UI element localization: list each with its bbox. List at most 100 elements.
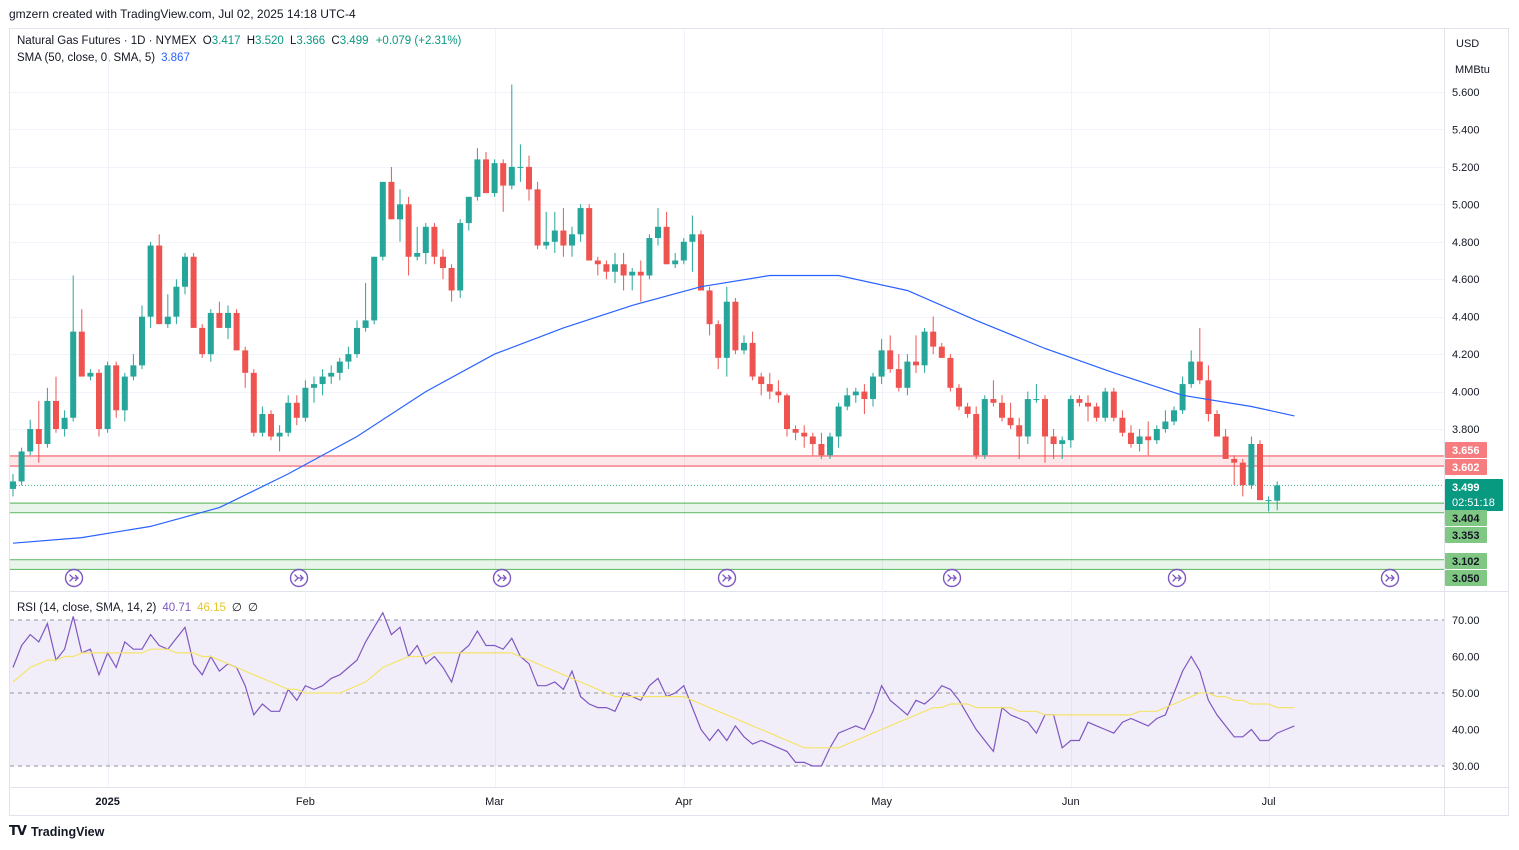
candle[interactable] [749,331,756,381]
candle[interactable] [1162,410,1169,433]
candle[interactable] [164,294,171,328]
candle[interactable] [551,211,558,254]
candle[interactable] [1110,387,1117,422]
session-markers[interactable] [64,568,1400,588]
candle[interactable] [448,264,455,302]
candle[interactable] [1222,429,1229,459]
candle[interactable] [1205,365,1212,422]
candle[interactable] [586,204,593,261]
candle[interactable] [1119,410,1126,437]
candle[interactable] [689,215,696,272]
candle[interactable] [397,189,403,242]
candle[interactable] [1274,481,1281,511]
candle[interactable] [388,166,395,220]
candle[interactable] [560,208,567,257]
candle[interactable] [216,301,223,328]
candle[interactable] [1188,350,1195,388]
candle[interactable] [913,335,919,373]
candle[interactable] [199,324,206,358]
candle[interactable] [130,354,137,381]
candle[interactable] [276,425,283,452]
candle[interactable] [603,260,610,280]
candle[interactable] [1231,455,1238,486]
candle[interactable] [930,316,937,355]
candle[interactable] [766,372,773,400]
candle[interactable] [18,447,25,486]
candle[interactable] [414,226,421,261]
candle[interactable] [405,196,412,276]
candle[interactable] [431,223,438,265]
candle[interactable] [792,425,799,441]
candle[interactable] [878,339,885,385]
sma-label[interactable]: SMA (50, close, 0, SMA, 5) [17,52,156,64]
candle[interactable] [947,354,954,392]
candle[interactable] [440,249,446,280]
candle[interactable] [1050,429,1057,459]
candle[interactable] [526,155,532,201]
candle[interactable] [784,393,790,437]
candle[interactable] [1024,391,1031,444]
candle[interactable] [10,473,16,497]
candle[interactable] [629,267,636,291]
candle[interactable] [680,238,687,265]
candle[interactable] [319,369,326,396]
candle[interactable] [457,219,464,298]
candle[interactable] [517,144,524,182]
session-break-icon[interactable] [492,568,512,588]
candle[interactable] [233,309,240,351]
candle[interactable] [921,327,928,373]
candle[interactable] [190,253,197,328]
candle[interactable] [741,335,747,355]
candle[interactable] [379,181,386,261]
candle[interactable] [1042,395,1048,463]
candle[interactable] [1239,458,1246,497]
candle[interactable] [483,151,489,194]
candle[interactable] [672,253,679,268]
candle[interactable] [268,410,274,441]
candle[interactable] [655,208,661,246]
candle[interactable] [1196,327,1203,385]
candle[interactable] [250,369,257,437]
candle[interactable] [844,387,851,411]
candle[interactable] [242,346,249,388]
candle[interactable] [990,380,997,407]
symbol-name[interactable]: Natural Gas Futures · 1D · NYMEX [17,35,197,47]
candle[interactable] [293,395,300,426]
candle[interactable] [577,204,584,242]
candle[interactable] [371,256,378,325]
candle[interactable] [1085,395,1091,422]
candle[interactable] [981,395,988,459]
candle[interactable] [1007,402,1014,429]
candle[interactable] [362,282,369,332]
candle[interactable] [1067,395,1074,448]
candle[interactable] [964,402,971,418]
candle[interactable] [1093,402,1100,422]
candle[interactable] [465,196,472,231]
candle[interactable] [27,419,34,456]
candle[interactable] [87,369,94,381]
session-break-icon[interactable] [1167,568,1187,588]
session-break-icon[interactable] [1380,568,1400,588]
candle[interactable] [1153,425,1160,444]
candle[interactable] [956,384,962,411]
candle[interactable] [336,357,343,381]
unit-label[interactable]: MMBtu [1455,64,1490,76]
candle[interactable] [1033,384,1040,403]
candle[interactable] [543,211,550,250]
candle[interactable] [35,400,42,463]
candle[interactable] [870,372,876,407]
candle[interactable] [354,320,360,358]
candle[interactable] [818,432,825,459]
candle[interactable] [1059,436,1066,459]
candle[interactable] [113,361,120,418]
candle[interactable] [474,148,481,201]
session-break-icon[interactable] [942,568,962,588]
candle[interactable] [637,260,644,302]
session-break-icon[interactable] [64,568,84,588]
candle[interactable] [345,346,352,370]
candle[interactable] [1136,429,1143,452]
candle[interactable] [1257,440,1263,501]
price-axis[interactable]: 5.600 5.400 5.200 5.000 4.800 4.600 4.400 4.200… [1452,87,1480,773]
candle[interactable] [44,387,51,448]
currency-label[interactable]: USD [1456,38,1479,50]
